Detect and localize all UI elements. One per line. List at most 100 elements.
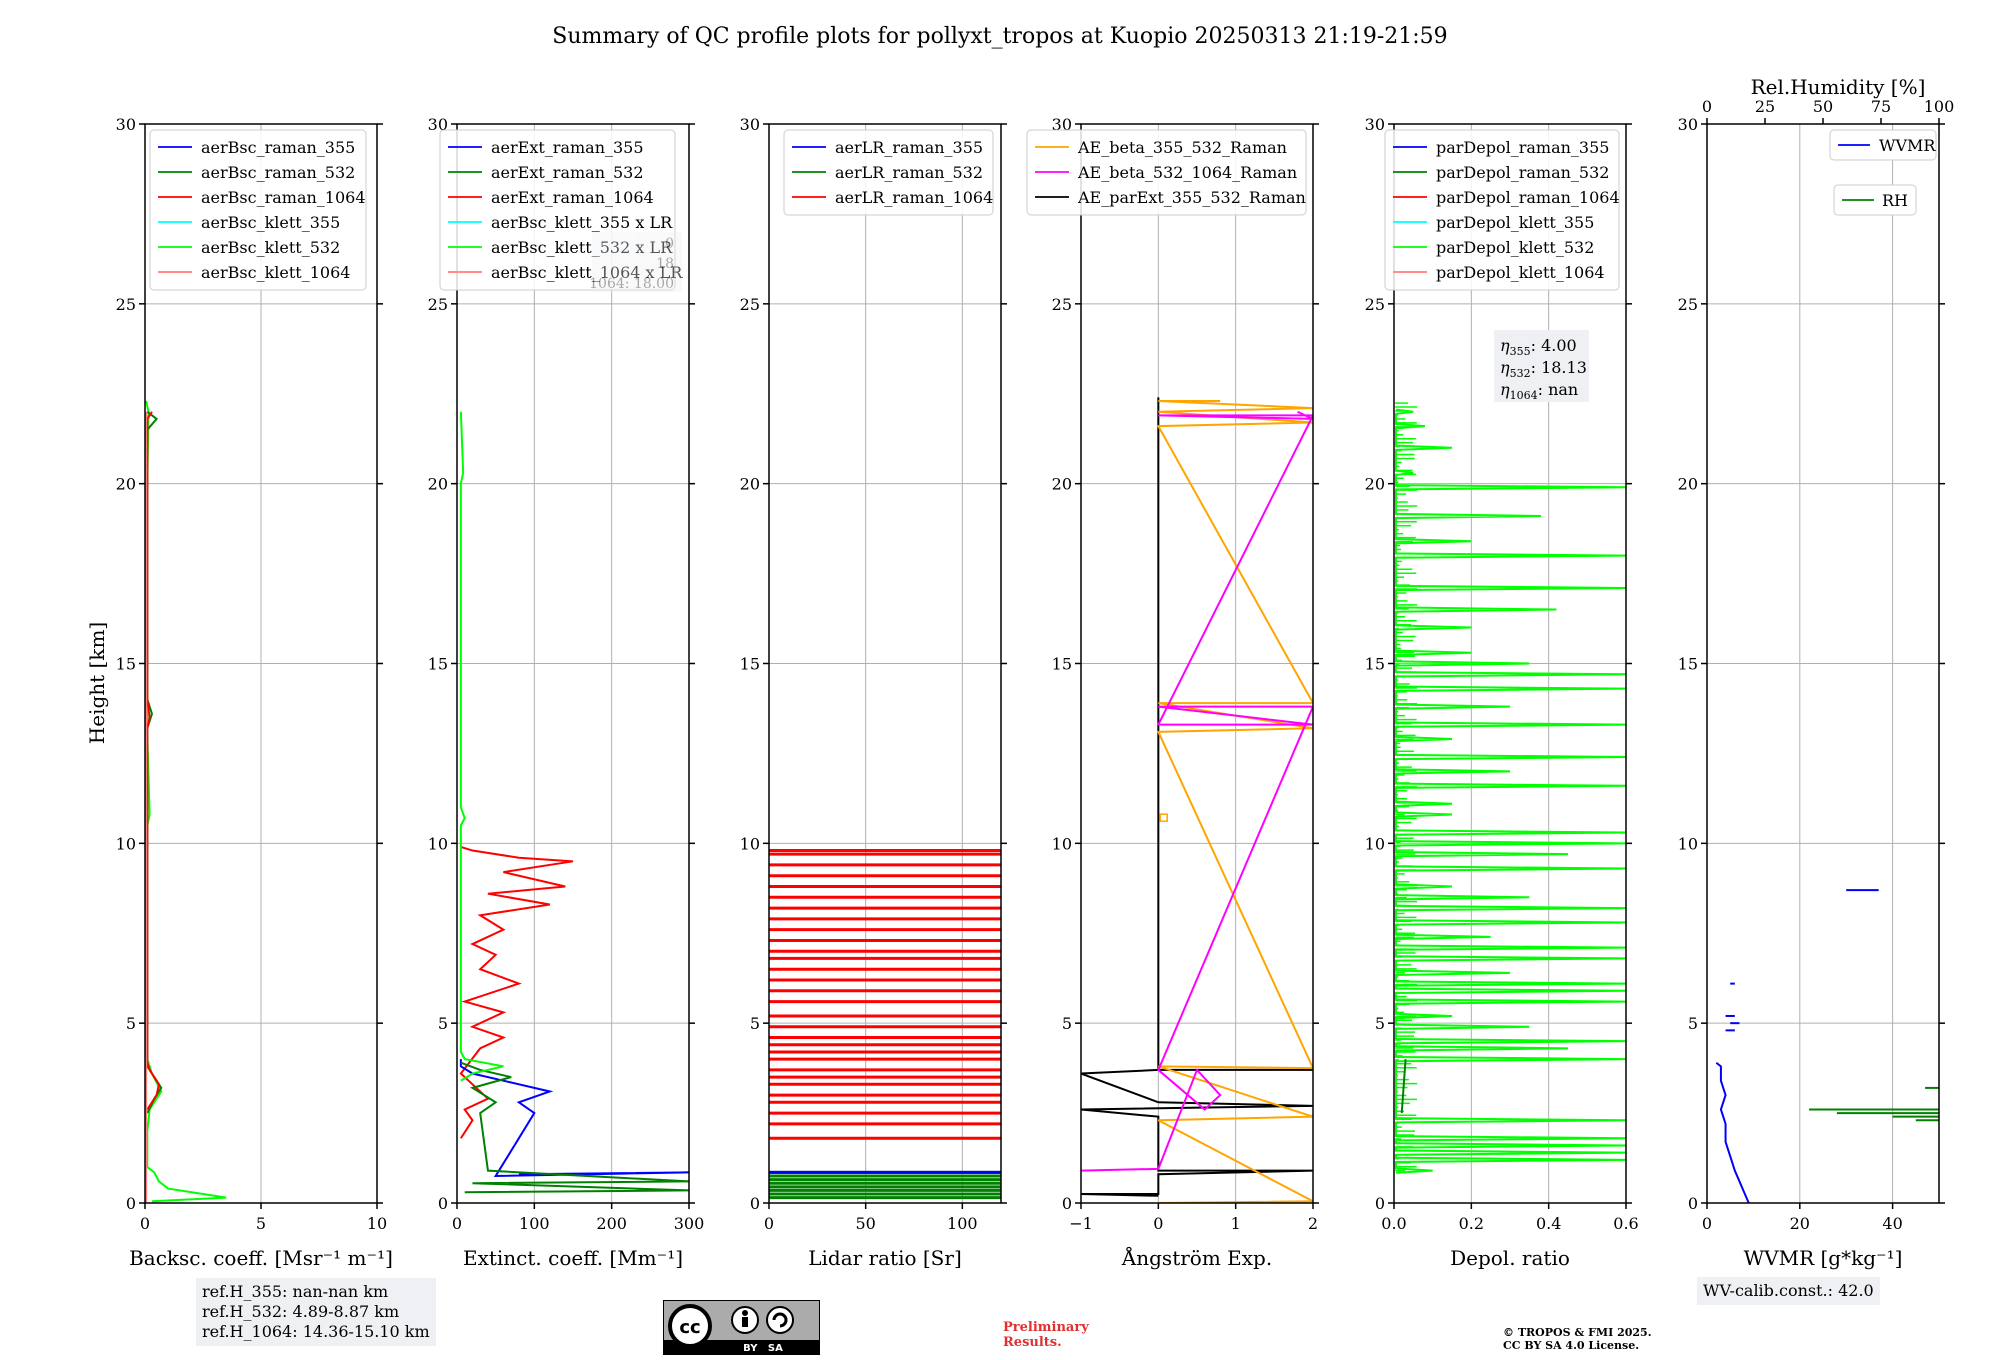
top-x-tick-label: 25 (1755, 97, 1775, 116)
y-tick-label: 0 (1062, 1194, 1072, 1213)
y-tick-label: 0 (750, 1194, 760, 1213)
legend-entry: parDepol_raman_532 (1436, 163, 1609, 182)
x-tick-label: 20 (1790, 1214, 1810, 1233)
eta-532: η532: 18.13 (1500, 358, 1587, 380)
series-aerBsc_raman_1064 (146, 411, 160, 1111)
eta-1064: η1064: nan (1500, 380, 1578, 402)
x-tick-label: 40 (1882, 1214, 1902, 1233)
legend-entry: parDepol_raman_1064 (1436, 188, 1620, 207)
y-tick-label: 30 (1365, 115, 1385, 134)
y-tick-label: 30 (428, 115, 448, 134)
top-x-tick-label: 75 (1871, 97, 1891, 116)
legend: aerExt_raman_355 aerExt_raman_532 aerExt_r… (439, 129, 683, 291)
legend-entry: parDepol_klett_355 (1436, 213, 1594, 232)
series-group (1715, 889, 1939, 1203)
legend-entry: aerExt_raman_1064 (491, 188, 654, 207)
y-tick-label: 15 (1365, 655, 1385, 674)
legend-box (149, 129, 367, 291)
legend-entry: aerBsc_klett_355 x LR (491, 213, 673, 232)
y-tick-label: 25 (740, 295, 760, 314)
x-tick-label: 2 (1308, 1214, 1318, 1233)
legend-box (783, 129, 994, 216)
overlap-text: 18 (656, 256, 674, 272)
legend: aerBsc_raman_355 aerBsc_raman_532 aerBsc_r… (149, 129, 367, 291)
series-parDepol_raman_532 (1400, 1059, 1407, 1114)
y-tick-label: 15 (428, 655, 448, 674)
legend-rh: RH (1833, 184, 1917, 216)
x-tick-label: 100 (947, 1214, 978, 1233)
ref-height-1064: ref.H_1064: 14.36-15.10 km (202, 1322, 430, 1341)
y-tick-label: 30 (740, 115, 760, 134)
legend-entry: aerLR_raman_355 (835, 138, 983, 157)
y-tick-label: 25 (1678, 295, 1698, 314)
y-tick-label: 10 (116, 834, 136, 853)
y-tick-label: 15 (1052, 655, 1072, 674)
eta-background (1494, 330, 1589, 402)
legend-entry: aerBsc_klett_1064 (201, 263, 350, 282)
svg-text:cc: cc (679, 1317, 700, 1338)
y-axis-label: Height [km] (85, 622, 109, 744)
top-x-tick-label: 50 (1813, 97, 1833, 116)
legend-entry: parDepol_klett_532 (1436, 238, 1594, 257)
reference-height-box: ref.H_355: nan-nan km ref.H_532: 4.89-8.… (196, 1278, 436, 1346)
series-group (145, 400, 227, 1203)
copyright-line-2: CC BY SA 4.0 License. (1503, 1339, 1640, 1352)
series-aerBsc_raman_532 (146, 410, 163, 1114)
y-tick-label: 5 (1375, 1014, 1385, 1033)
legend-entry: WVMR (1879, 136, 1936, 155)
figure-title: Summary of QC profile plots for pollyxt_… (552, 24, 1447, 49)
y-tick-label: 5 (126, 1014, 136, 1033)
legend-entry: AE_beta_532_1064_Raman (1077, 163, 1297, 182)
legend-overlap: 0 18 1064: 18.00 (589, 232, 682, 292)
series-aerExt_raman_355 (459, 1059, 689, 1178)
legend-entry: aerBsc_klett_532 (201, 238, 340, 257)
series-aerExt_raman_532 (460, 1061, 689, 1194)
panel-5: 0 5 10 15 20 25 30 0.0 0.2 0.4 0.6 Depol. ratio parD… (1365, 115, 1639, 1270)
preliminary-note: Preliminary Results. (1003, 1320, 1089, 1350)
legend-entry: aerBsc_raman_1064 (201, 188, 366, 207)
x-tick-label: 0.2 (1459, 1214, 1484, 1233)
legend-entry: aerExt_raman_532 (491, 163, 644, 182)
x-tick-label: 0 (1153, 1214, 1163, 1233)
legend-entry: aerBsc_klett_355 (201, 213, 340, 232)
preliminary-line-2: Results. (1003, 1335, 1062, 1350)
y-tick-label: 10 (1052, 834, 1072, 853)
wv-calibration-box: WV-calib.const.: 42.0 (1697, 1277, 1880, 1305)
x-tick-label: 10 (367, 1214, 387, 1233)
x-tick-label: 50 (855, 1214, 875, 1233)
y-tick-label: 10 (1365, 834, 1385, 853)
y-tick-label: 0 (126, 1194, 136, 1213)
legend-entry: parDepol_raman_355 (1436, 138, 1609, 157)
y-tick-label: 30 (1052, 115, 1072, 134)
overlap-text: 1064: 18.00 (589, 276, 674, 292)
legend-entry: AE_beta_355_532_Raman (1077, 138, 1287, 157)
x-tick-label: −1 (1069, 1214, 1093, 1233)
cc-license-icon: cc BY SA (663, 1300, 820, 1355)
series-AE_parExt_355_532_Raman (1081, 397, 1313, 1197)
top-x-tick-label: 0 (1702, 97, 1712, 116)
y-tick-label: 20 (116, 475, 136, 494)
y-tick-label: 30 (1678, 115, 1698, 134)
copyright-note: © TROPOS & FMI 2025. CC BY SA 4.0 Licens… (1503, 1326, 1652, 1352)
y-tick-label: 20 (1052, 475, 1072, 494)
legend-entry: aerBsc_klett_1064 x LR (491, 263, 683, 282)
legend: AE_beta_355_532_Raman AE_beta_532_1064_Ra… (1026, 129, 1307, 216)
y-tick-label: 25 (428, 295, 448, 314)
overlap-box (592, 232, 682, 292)
y-tick-label: 10 (740, 834, 760, 853)
x-tick-label: 100 (519, 1214, 550, 1233)
series-aerBsc_klett_532 (145, 400, 227, 1203)
wv-calibration-text: WV-calib.const.: 42.0 (1703, 1281, 1874, 1300)
legend-entry: aerLR_raman_532 (835, 163, 983, 182)
y-tick-label: 5 (1688, 1014, 1698, 1033)
y-tick-label: 0 (438, 1194, 448, 1213)
overlap-text: 0 (665, 236, 674, 252)
x-axis-label: Extinct. coeff. [Mm⁻¹] (463, 1246, 683, 1270)
x-axis-label: Depol. ratio (1450, 1246, 1570, 1270)
series-group (1081, 397, 1313, 1203)
legend-entry: parDepol_klett_1064 (1436, 263, 1605, 282)
y-tick-label: 0 (1688, 1194, 1698, 1213)
legend-box (1833, 184, 1917, 216)
